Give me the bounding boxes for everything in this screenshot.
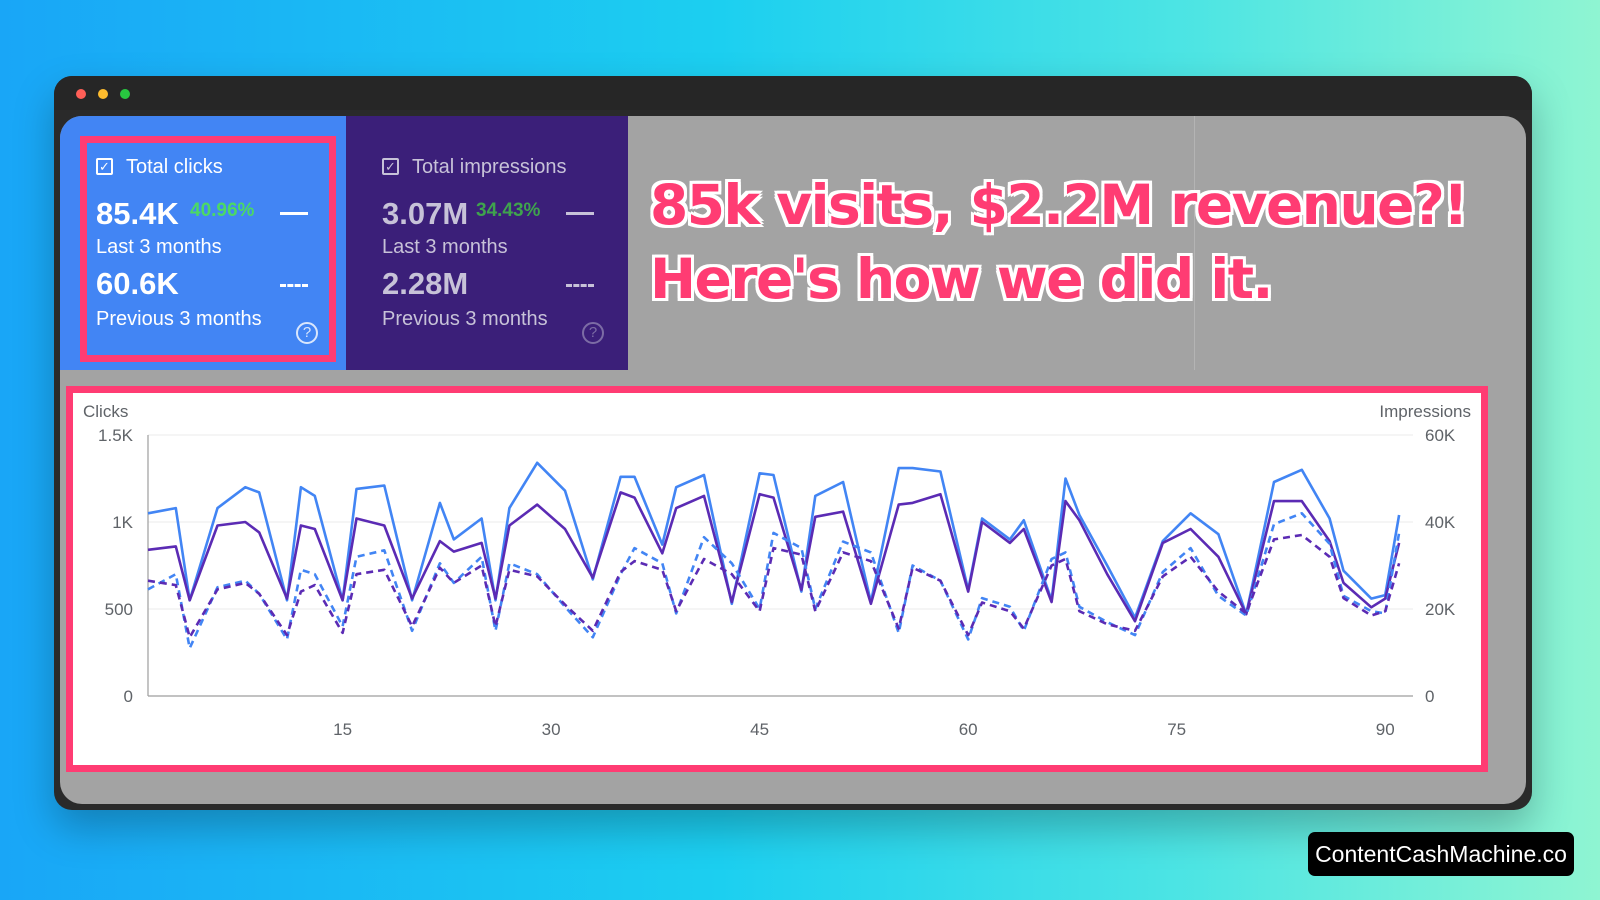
impressions-change-percent: 34.43%: [476, 200, 541, 221]
series-line-2: [147, 491, 1401, 623]
series-line-1: [147, 461, 1401, 619]
y-axis-left-title: Clicks: [83, 402, 128, 421]
clicks-previous-period: Previous 3 months: [96, 308, 262, 330]
y-right-tick-label: 60K: [1425, 426, 1456, 445]
impressions-previous-value: 2.28M: [382, 266, 469, 301]
help-icon[interactable]: ?: [296, 322, 318, 344]
performance-line-chart: Clicks Impressions 0 500 1K 1.5K 0 20K 40K 60K 15 3…: [83, 402, 1471, 739]
x-tick-label: 75: [1167, 720, 1186, 739]
dashed-line-legend-icon: [566, 284, 594, 287]
total-clicks-card[interactable]: ✓ Total clicks 85.4K 40.96% Last 3 month…: [60, 116, 346, 370]
clicks-previous-value: 60.6K: [96, 266, 179, 301]
minimize-window-button[interactable]: [98, 89, 108, 99]
x-tick-label: 30: [542, 720, 561, 739]
y-right-tick-label: 20K: [1425, 600, 1456, 619]
x-tick-label: 90: [1376, 720, 1395, 739]
x-tick-label: 45: [750, 720, 769, 739]
total-impressions-card[interactable]: ✓ Total impressions 3.07M 34.43% Last 3 …: [346, 116, 628, 370]
y-left-tick-label: 1K: [112, 513, 133, 532]
dashed-line-legend-icon: [280, 284, 308, 287]
help-icon[interactable]: ?: [582, 322, 604, 344]
close-window-button[interactable]: [76, 89, 86, 99]
total-impressions-label: Total impressions: [412, 156, 567, 178]
headline-line-2: Here's how we did it.: [650, 247, 1273, 311]
performance-chart-panel: Clicks Impressions 0 500 1K 1.5K 0 20K 40K 60K 15 3…: [66, 386, 1488, 772]
clicks-current-period: Last 3 months: [96, 236, 222, 258]
solid-line-legend-icon: [566, 212, 594, 215]
impressions-previous-period: Previous 3 months: [382, 308, 548, 330]
y-axis-right-title: Impressions: [1379, 402, 1471, 421]
checkbox-checked-icon[interactable]: ✓: [382, 158, 399, 175]
window-titlebar: [54, 76, 1532, 110]
average-position-card[interactable]: [912, 116, 1195, 370]
impressions-current-value: 3.07M: [382, 196, 469, 231]
average-ctr-card[interactable]: [628, 116, 913, 370]
watermark-badge: ContentCashMachine.co: [1308, 832, 1574, 876]
x-tick-label: 15: [333, 720, 352, 739]
clicks-change-percent: 40.96%: [190, 200, 255, 221]
headline-overlay: 85k visits, $2.2M revenue?! Here's how w…: [650, 168, 1480, 316]
y-right-tick-label: 0: [1425, 687, 1434, 706]
headline-line-1: 85k visits, $2.2M revenue?!: [650, 173, 1468, 237]
y-left-tick-label: 0: [124, 687, 133, 706]
clicks-current-value: 85.4K: [96, 196, 179, 231]
x-tick-label: 60: [959, 720, 978, 739]
series-line-4: [147, 533, 1401, 639]
y-left-tick-label: 1.5K: [98, 426, 134, 445]
y-left-tick-label: 500: [105, 600, 133, 619]
search-console-performance: ✓ Total clicks 85.4K 40.96% Last 3 month…: [60, 116, 1526, 804]
solid-line-legend-icon: [280, 212, 308, 215]
clicks-highlight-box: [80, 136, 336, 362]
total-clicks-label: Total clicks: [126, 156, 223, 178]
y-right-tick-label: 40K: [1425, 513, 1456, 532]
checkbox-checked-icon[interactable]: ✓: [96, 158, 113, 175]
maximize-window-button[interactable]: [120, 89, 130, 99]
impressions-current-period: Last 3 months: [382, 236, 508, 258]
browser-window: ✓ Total clicks 85.4K 40.96% Last 3 month…: [54, 76, 1532, 810]
